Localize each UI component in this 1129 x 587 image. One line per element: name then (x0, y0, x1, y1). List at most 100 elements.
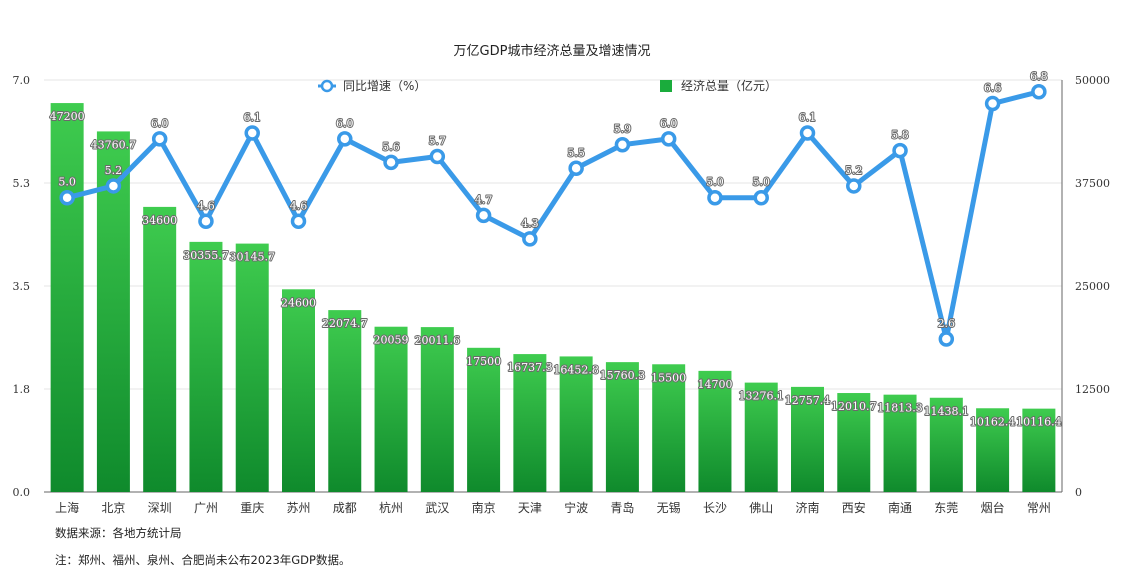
line-data-label: 5.2 (105, 164, 123, 177)
bar-data-label: 30355.7 (183, 249, 229, 262)
x-category-label: 西安 (842, 500, 866, 515)
bar-data-label: 30145.7 (229, 251, 275, 264)
bar-佛山 (744, 382, 778, 492)
line-data-label: 2.6 (938, 317, 956, 330)
legend-square-icon (660, 80, 672, 92)
footnote: 注：郑州、福州、泉州、合肥尚未公布2023年GDP数据。 (55, 553, 351, 567)
legend-label: 经济总量（亿元） (681, 78, 777, 93)
x-category-label: 天津 (518, 501, 542, 515)
x-category-label: 无锡 (657, 500, 681, 515)
line-data-label: 6.8 (1030, 70, 1048, 83)
bar-东莞 (929, 397, 963, 492)
bar-data-label: 10116.4 (1016, 416, 1062, 429)
line-data-label: 4.3 (521, 217, 539, 230)
line-data-label: 5.0 (58, 176, 76, 189)
line-data-label: 5.2 (845, 164, 863, 177)
x-category-label: 南通 (888, 500, 912, 515)
bar-series (50, 103, 1056, 493)
bar-data-label: 12010.7 (831, 400, 877, 413)
line-point-苏州 (290, 213, 307, 230)
bar-data-label: 15500 (651, 371, 686, 384)
line-data-label: 4.6 (197, 199, 215, 212)
x-category-label: 成都 (333, 501, 357, 515)
bar-data-label: 24600 (281, 296, 316, 309)
line-point-济南 (799, 125, 816, 141)
y-right-tick-label: 12500 (1075, 383, 1110, 396)
bar-苏州 (282, 289, 315, 492)
legend-circle-icon (320, 79, 334, 93)
bar-无锡 (652, 364, 686, 492)
bar-data-label: 22074.7 (322, 317, 368, 330)
line-point-成都 (337, 131, 353, 147)
line-point-西安 (846, 178, 862, 194)
legend-label: 同比增速（%） (343, 79, 426, 93)
source-note: 数据来源：各地方统计局 (55, 526, 182, 540)
y-right-tick-label: 37500 (1075, 177, 1110, 190)
bar-西安 (837, 393, 871, 492)
bar-上海 (50, 103, 84, 493)
y-right-tick-label: 50000 (1075, 74, 1110, 87)
y-left-tick-label: 5.3 (13, 177, 31, 190)
y-left-tick-label: 3.5 (13, 280, 31, 293)
bar-data-label: 20011.6 (415, 334, 461, 347)
line-data-label: 5.5 (567, 146, 585, 159)
x-category-label: 深圳 (148, 501, 172, 515)
line-data-label: 5.8 (891, 129, 909, 142)
line-data-label: 6.1 (799, 111, 817, 124)
bar-武汉 (420, 327, 454, 492)
bar-烟台 (976, 408, 1010, 492)
line-data-label: 4.7 (475, 193, 493, 206)
legend-item-growth: 同比增速（%） (318, 79, 426, 93)
line-data-label: 6.0 (336, 117, 354, 130)
line-point-上海 (59, 189, 75, 206)
bar-data-label: 11813.3 (877, 402, 923, 415)
line-point-常州 (1031, 84, 1047, 100)
x-category-label: 重庆 (240, 501, 264, 515)
bar-data-labels: 47200 43760.7 34600 30355.7 30145.7 24600 2207… (49, 109, 1063, 430)
line-point-长沙 (707, 189, 723, 206)
line-data-label: 5.6 (382, 140, 400, 153)
line-data-label: 6.0 (151, 117, 169, 130)
bar-深圳 (143, 206, 177, 492)
chart-title: 万亿GDP城市经济总量及增速情况 (454, 43, 651, 59)
bar-南京 (467, 347, 501, 492)
bar-data-label: 47200 (50, 110, 85, 123)
x-category-label: 宁波 (564, 500, 588, 515)
line-point-烟台 (984, 95, 1001, 112)
line-data-label: 6.1 (243, 111, 261, 124)
x-category-label: 上海 (55, 500, 79, 515)
bar-青岛 (605, 362, 639, 492)
bar-data-label: 15760.3 (600, 369, 646, 382)
line-point-武汉 (429, 148, 446, 165)
line-data-label: 4.6 (290, 199, 308, 212)
x-category-label: 广州 (194, 501, 218, 515)
legend-item-gdp: 经济总量（亿元） (660, 78, 777, 93)
y-left-tick-label: 7.0 (13, 74, 31, 87)
bar-data-label: 14700 (697, 378, 732, 391)
bar-南通 (883, 394, 917, 492)
legend: 同比增速（%） 经济总量（亿元） (318, 78, 777, 93)
x-category-label: 青岛 (610, 500, 634, 515)
x-category-label: 烟台 (981, 500, 1005, 515)
x-category-label: 北京 (101, 501, 125, 515)
bar-data-label: 12757.4 (785, 394, 831, 407)
x-category-label: 济南 (795, 500, 819, 515)
line-data-label: 5.9 (614, 123, 632, 136)
bar-data-label: 34600 (142, 214, 177, 227)
line-point-南京 (475, 207, 492, 224)
bar-data-label: 16452.8 (553, 363, 599, 376)
x-category-label: 苏州 (286, 501, 310, 515)
line-data-label: 6.0 (660, 117, 678, 130)
line-point-广州 (198, 213, 214, 230)
line-point-宁波 (568, 160, 584, 177)
line-data-label: 6.6 (984, 82, 1002, 95)
bar-常州 (1022, 408, 1056, 492)
bar-data-label: 16737.3 (507, 361, 553, 374)
line-point-青岛 (614, 136, 631, 153)
line-data-label: 5.7 (429, 135, 447, 148)
line-point-南通 (892, 142, 908, 159)
y-right-tick-label: 0 (1075, 486, 1082, 499)
line-point-杭州 (383, 154, 399, 171)
x-category-label: 武汉 (425, 501, 449, 515)
